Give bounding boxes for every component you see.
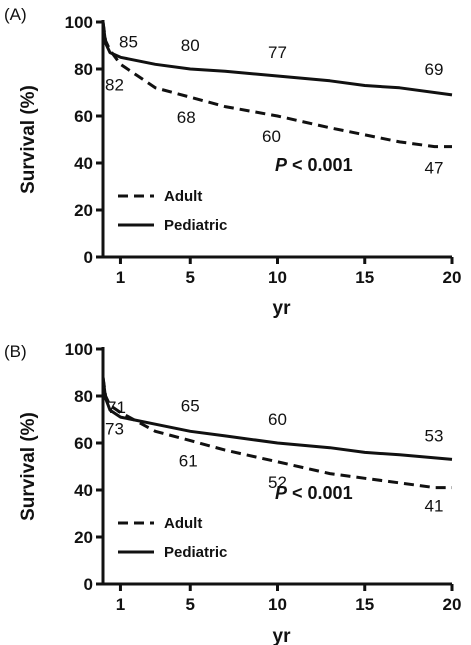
p-value-symbol: P [275, 155, 288, 175]
x-tick-label: 1 [116, 595, 125, 614]
y-axis-label: Survival (%) [18, 85, 39, 194]
data-label: 41 [425, 497, 444, 516]
data-label: 65 [181, 396, 200, 415]
data-label: 60 [268, 410, 287, 429]
data-label: 68 [177, 108, 196, 127]
y-tick-label: 40 [74, 481, 93, 500]
x-tick-label: 20 [443, 595, 462, 614]
x-axis-label: yr [273, 298, 292, 319]
series-line-adult [101, 376, 452, 490]
panel-tag: (A) [4, 5, 27, 24]
y-tick-label: 60 [74, 107, 93, 126]
p-value-symbol: P [275, 483, 288, 503]
data-label: 52 [268, 473, 287, 492]
p-value-label: P < 0.001 [275, 483, 353, 503]
y-tick-label: 80 [74, 60, 93, 79]
legend: Adult Pediatric [118, 188, 227, 234]
legend-label-adult: Adult [164, 515, 202, 532]
data-label: 73 [105, 419, 124, 438]
x-tick-label: 15 [355, 595, 374, 614]
x-tick-label: 10 [268, 595, 287, 614]
series-line-pediatric [101, 21, 453, 97]
x-tick-label: 20 [443, 268, 462, 287]
data-label: 77 [268, 43, 287, 62]
x-tick-label: 5 [186, 268, 195, 287]
x-tick-label: 10 [268, 268, 287, 287]
p-value-text: < 0.001 [287, 483, 353, 503]
y-tick-label: 20 [74, 528, 93, 547]
x-tick-label: 15 [355, 268, 374, 287]
y-axis-label: Survival (%) [18, 412, 39, 521]
legend: Adult Pediatric [118, 515, 227, 561]
data-label: 61 [179, 452, 198, 471]
y-tick-label: 100 [65, 13, 93, 32]
p-value-label: P < 0.001 [275, 155, 353, 175]
y-tick-label: 80 [74, 387, 93, 406]
legend-label-adult: Adult [164, 188, 202, 205]
legend-label-pediatric: Pediatric [164, 544, 227, 561]
p-value-text: < 0.001 [287, 155, 353, 175]
y-tick-label: 20 [74, 201, 93, 220]
y-tick-label: 100 [65, 340, 93, 359]
y-tick-label: 0 [84, 575, 93, 594]
data-label: 69 [425, 60, 444, 79]
y-tick-label: 60 [74, 434, 93, 453]
x-tick-label: 5 [186, 595, 195, 614]
data-label: 85 [119, 32, 138, 51]
y-tick-label: 0 [84, 248, 93, 267]
x-tick-label: 1 [116, 268, 125, 287]
data-label: 82 [105, 75, 124, 94]
data-label: 47 [425, 159, 444, 178]
data-label: 71 [107, 398, 126, 417]
x-axis-label: yr [273, 626, 292, 645]
series-line-pediatric [101, 377, 453, 461]
data-label: 53 [425, 426, 444, 445]
data-label: 60 [262, 127, 281, 146]
y-tick-label: 40 [74, 154, 93, 173]
legend-label-pediatric: Pediatric [164, 217, 227, 234]
data-label: 80 [181, 36, 200, 55]
panel-tag: (B) [4, 342, 27, 361]
